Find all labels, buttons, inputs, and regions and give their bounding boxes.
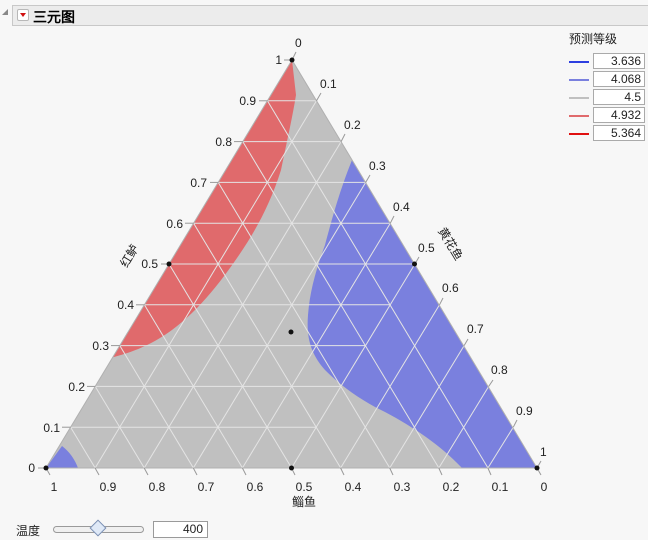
design-points xyxy=(43,57,540,471)
svg-text:0.8: 0.8 xyxy=(491,363,508,377)
contour-level-input[interactable]: 4.932 xyxy=(593,107,645,123)
svg-text:0.7: 0.7 xyxy=(190,176,207,190)
svg-text:0.1: 0.1 xyxy=(492,480,509,494)
svg-text:0.1: 0.1 xyxy=(43,421,60,435)
legend-item: 4.068 xyxy=(565,71,645,89)
svg-text:0.7: 0.7 xyxy=(467,322,484,336)
svg-text:0.2: 0.2 xyxy=(344,118,361,132)
svg-text:1: 1 xyxy=(51,480,58,494)
outline-header: 三元图 xyxy=(12,5,648,26)
svg-text:0.1: 0.1 xyxy=(320,77,337,91)
svg-text:0.7: 0.7 xyxy=(198,480,215,494)
legend-title: 预测等级 xyxy=(569,32,618,46)
legend-item: 3.636 xyxy=(565,53,645,71)
svg-text:0: 0 xyxy=(295,36,302,50)
svg-text:1: 1 xyxy=(540,445,547,459)
svg-text:1: 1 xyxy=(275,53,282,67)
red-triangle-menu-icon[interactable] xyxy=(17,9,29,21)
svg-text:0.9: 0.9 xyxy=(100,480,117,494)
svg-text:0.4: 0.4 xyxy=(393,200,410,214)
temperature-value-input[interactable]: 400 xyxy=(153,521,208,538)
svg-text:0.8: 0.8 xyxy=(215,135,232,149)
report-title: 三元图 xyxy=(33,9,75,25)
svg-text:0.6: 0.6 xyxy=(247,480,264,494)
svg-text:0.6: 0.6 xyxy=(166,217,183,231)
contour-level-input[interactable]: 5.364 xyxy=(593,125,645,141)
legend-line-icon xyxy=(569,79,589,81)
region-4.068-corner xyxy=(46,446,78,468)
svg-text:0.9: 0.9 xyxy=(239,94,256,108)
left-axis-labels: 1 0.9 0.8 0.7 0.6 0.5 0.4 0.3 0.2 0.1 0 xyxy=(28,53,282,475)
legend-item: 4.932 xyxy=(565,107,645,125)
legend: 预测等级 3.636 4.068 4.5 4.932 5.364 xyxy=(565,30,645,143)
svg-text:0.3: 0.3 xyxy=(369,159,386,173)
contour-level-input[interactable]: 3.636 xyxy=(593,53,645,69)
legend-line-icon xyxy=(569,115,589,117)
svg-text:0.9: 0.9 xyxy=(516,404,533,418)
svg-text:0: 0 xyxy=(28,461,35,475)
contour-level-input[interactable]: 4.5 xyxy=(593,89,645,105)
axis-label-left: 红鲈 xyxy=(117,242,142,270)
ternary-plot: 1 0.9 0.8 0.7 0.6 0.5 0.4 0.3 0.2 0.1 0 … xyxy=(28,36,548,509)
legend-line-icon xyxy=(569,133,589,135)
slider-label: 温度 xyxy=(16,524,41,538)
legend-line-icon xyxy=(569,97,589,99)
disclosure-icon[interactable] xyxy=(2,9,8,15)
legend-line-icon xyxy=(569,61,589,63)
svg-text:0.2: 0.2 xyxy=(68,380,85,394)
svg-text:0.3: 0.3 xyxy=(394,480,411,494)
bottom-axis-labels: 1 0.9 0.8 0.7 0.6 0.5 0.4 0.3 0.2 0.1 0 xyxy=(51,480,548,494)
svg-text:0.4: 0.4 xyxy=(345,480,362,494)
svg-text:0: 0 xyxy=(541,480,548,494)
svg-text:0.3: 0.3 xyxy=(92,339,109,353)
contour-level-input[interactable]: 4.068 xyxy=(593,71,645,87)
svg-text:0.6: 0.6 xyxy=(442,281,459,295)
svg-text:0.5: 0.5 xyxy=(141,257,158,271)
svg-text:0.5: 0.5 xyxy=(296,480,313,494)
svg-text:0.4: 0.4 xyxy=(117,298,134,312)
legend-item: 5.364 xyxy=(565,125,645,143)
svg-text:0.5: 0.5 xyxy=(418,241,435,255)
svg-text:0.8: 0.8 xyxy=(149,480,166,494)
legend-item: 4.5 xyxy=(565,89,645,107)
axis-label-right: 黄花鱼 xyxy=(435,224,466,263)
svg-text:0.2: 0.2 xyxy=(443,480,460,494)
axis-label-bottom: 鲻鱼 xyxy=(292,495,316,509)
right-axis-labels: 0 0.1 0.2 0.3 0.4 0.5 0.6 0.7 0.8 0.9 1 xyxy=(295,36,547,459)
